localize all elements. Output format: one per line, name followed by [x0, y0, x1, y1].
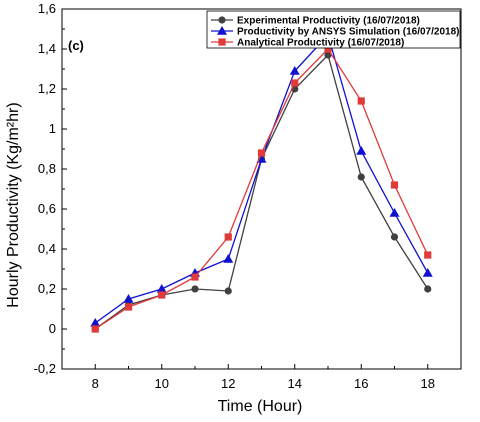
- legend-marker: [217, 26, 227, 35]
- y-tick-label: 0,8: [38, 161, 56, 176]
- y-tick-label: 0: [49, 321, 56, 336]
- series-line: [94, 53, 429, 330]
- data-point: [191, 273, 199, 281]
- y-tick-label: 1: [49, 121, 56, 136]
- data-point: [156, 284, 167, 293]
- legend-marker: [218, 16, 226, 24]
- x-tick-label: 18: [421, 376, 435, 391]
- y-axis-title: Hourly Productivity (Kg/m²hr): [5, 102, 22, 307]
- data-point: [223, 254, 234, 263]
- y-tick-label: 0,2: [38, 281, 56, 296]
- x-tick-label: 10: [155, 376, 169, 391]
- panel-label: (c): [68, 38, 84, 53]
- data-point: [424, 251, 432, 259]
- data-point: [356, 146, 367, 155]
- series-layer: [90, 30, 433, 333]
- x-tick-label: 8: [92, 376, 99, 391]
- data-point: [390, 181, 399, 189]
- y-tick-label: 1,4: [38, 41, 56, 56]
- legend-label: Experimental Productivity (16/07/2018): [237, 16, 420, 27]
- y-axis-ticks: -0,2 0 0,2 0,4 0,6 0,8 1 1,2 1,4 1,6: [34, 1, 67, 376]
- data-point: [123, 294, 134, 303]
- data-point: [424, 285, 432, 293]
- series-triangle: [90, 30, 433, 327]
- data-point: [324, 51, 332, 59]
- data-point: [291, 79, 299, 87]
- x-tick-label: 12: [221, 376, 235, 391]
- y-tick-label: 0,4: [38, 241, 56, 256]
- plot-frame: [61, 8, 462, 370]
- series-square: [91, 45, 432, 333]
- y-tick-label: 0,6: [38, 201, 56, 216]
- data-point: [357, 97, 365, 105]
- data-point: [390, 233, 399, 241]
- x-tick-label: 14: [288, 376, 302, 391]
- data-point: [91, 325, 99, 333]
- data-point: [324, 45, 332, 53]
- legend-label: Productivity by ANSYS Simulation (16/07/…: [237, 27, 459, 38]
- data-point: [158, 291, 166, 299]
- y-tick-label: 1,2: [38, 81, 56, 96]
- data-point: [191, 285, 199, 293]
- data-point: [289, 66, 300, 75]
- series-line: [94, 33, 429, 324]
- y-tick-label: 1,6: [38, 1, 56, 16]
- legend-label: Analytical Productivity (16/07/2018): [237, 38, 404, 49]
- data-point: [422, 268, 433, 277]
- data-point: [124, 303, 133, 311]
- data-point: [357, 173, 365, 181]
- series-line: [94, 47, 429, 330]
- x-axis-ticks: 8 10 12 14 16 18: [92, 364, 435, 391]
- data-point: [224, 287, 232, 295]
- legend: Experimental Productivity (16/07/2018)Pr…: [206, 10, 461, 49]
- data-point: [90, 318, 101, 327]
- data-point: [257, 149, 266, 157]
- y-tick-label: -0,2: [34, 361, 56, 376]
- series-circle: [91, 51, 432, 333]
- x-tick-label: 16: [354, 376, 368, 391]
- legend-box: [206, 10, 461, 49]
- data-point: [224, 233, 232, 241]
- data-point: [389, 208, 400, 217]
- legend-marker: [218, 38, 226, 46]
- x-axis-title: Time (Hour): [218, 398, 303, 415]
